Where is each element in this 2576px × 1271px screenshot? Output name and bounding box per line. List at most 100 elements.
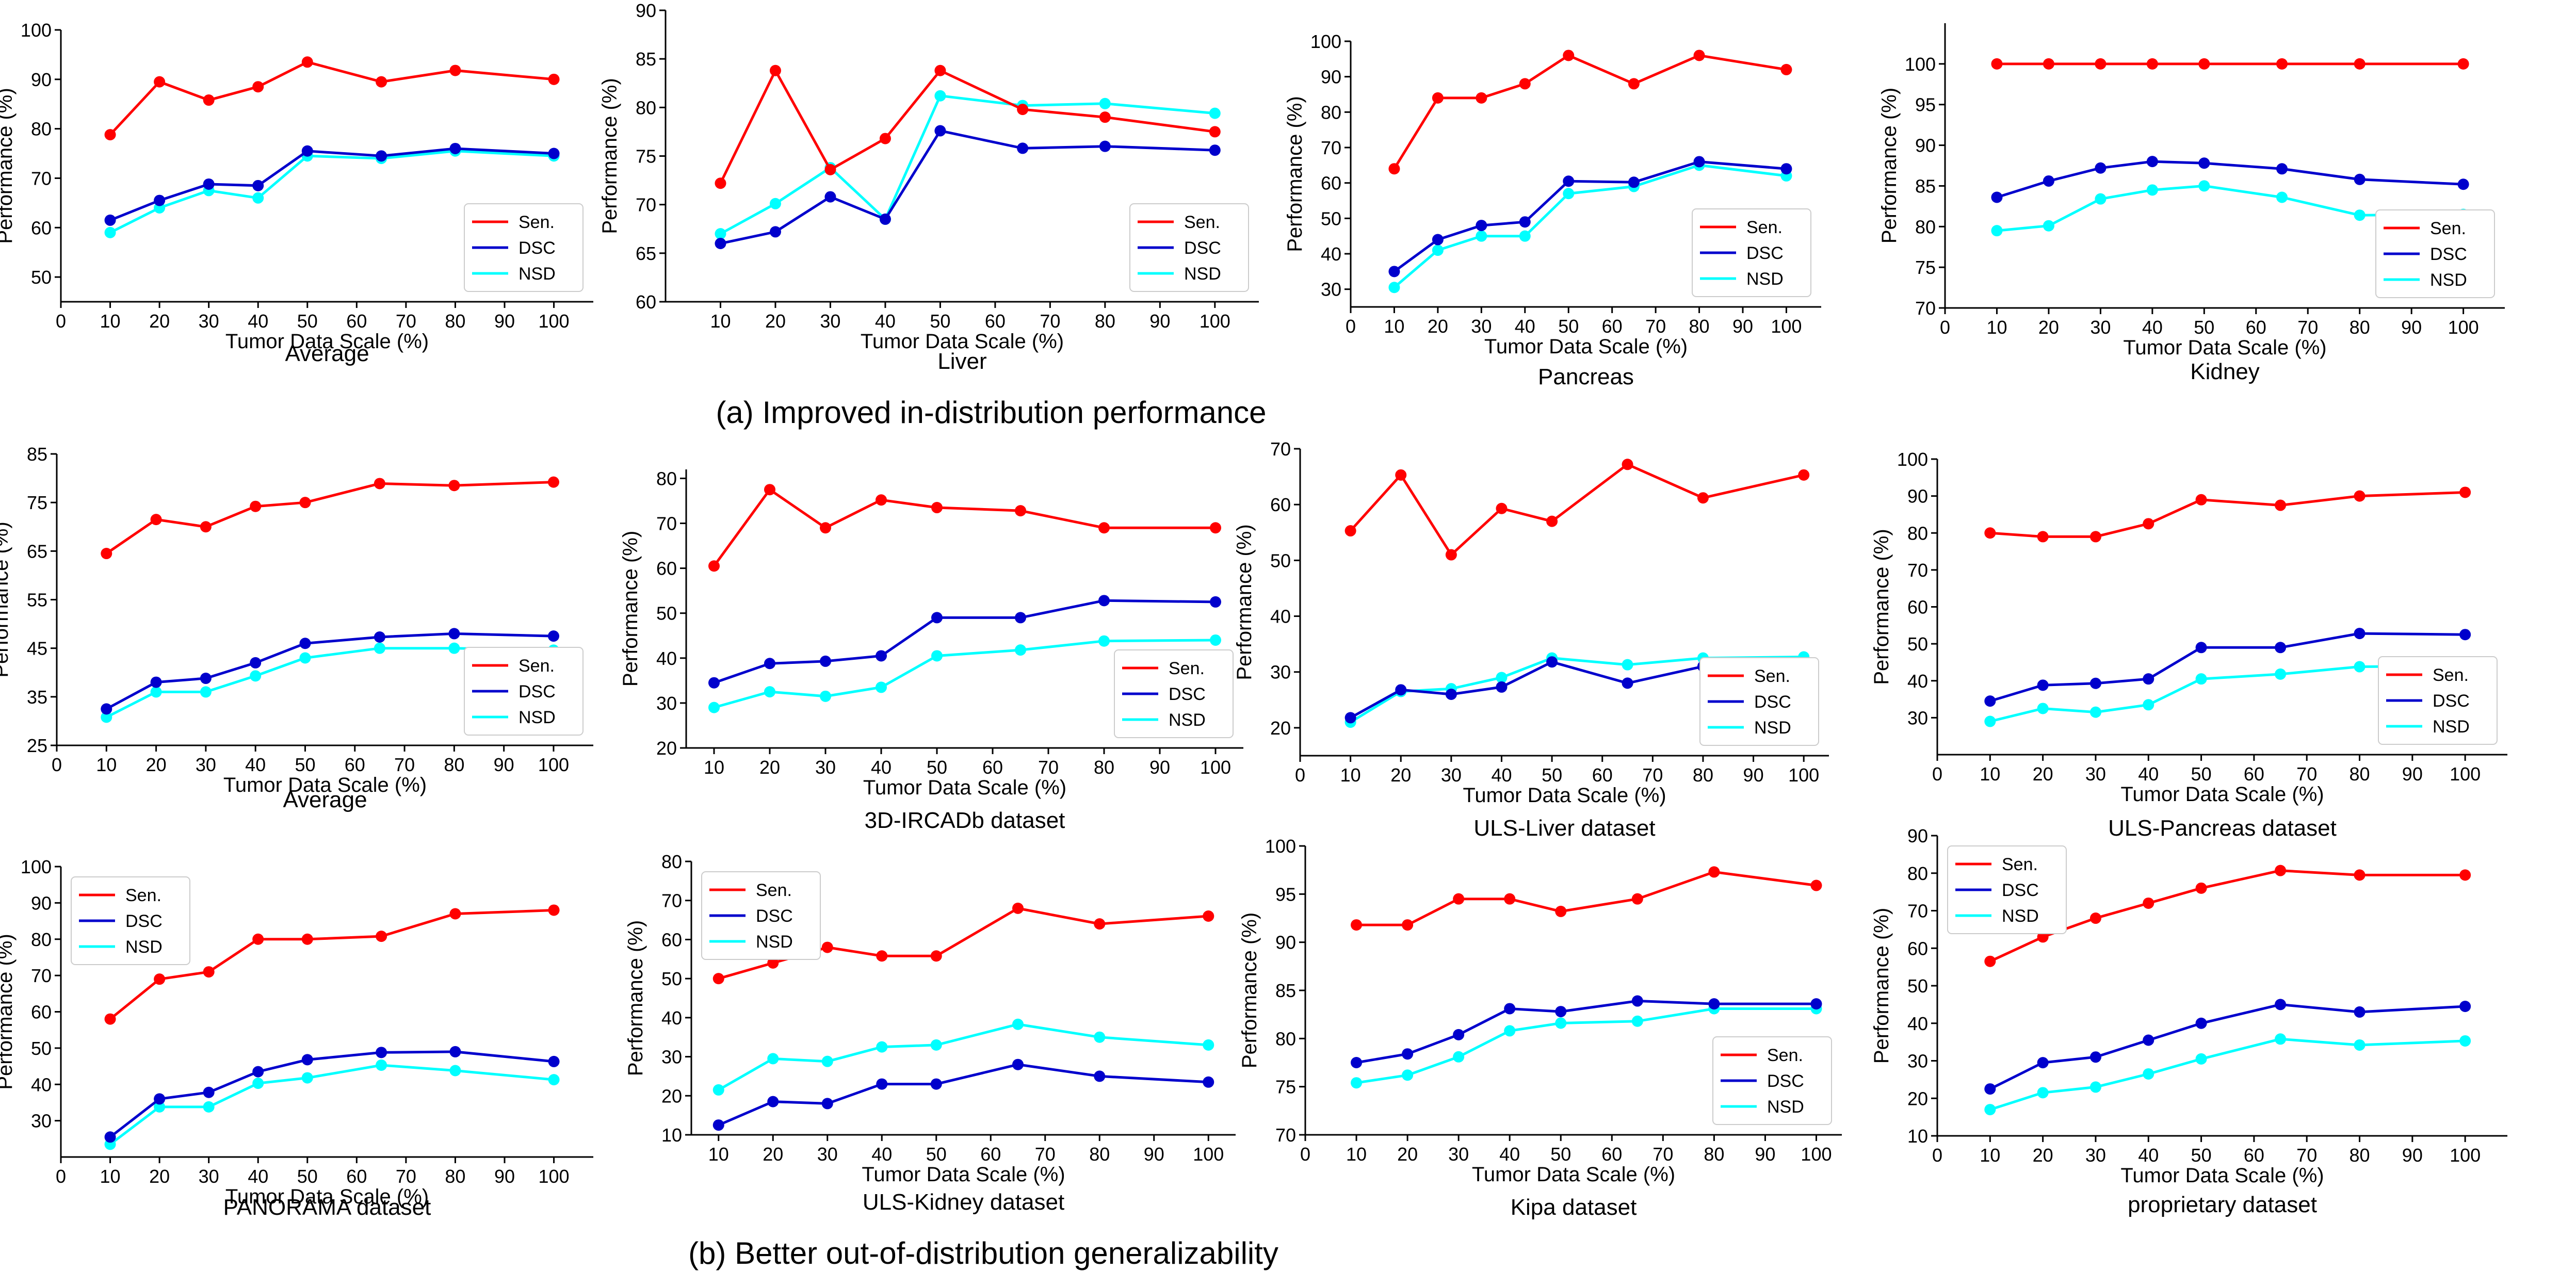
data-point-dsc [715,238,726,249]
data-point-dsc [101,703,112,715]
data-point-nsd [2275,1033,2287,1045]
y-tick-label: 100 [1897,449,1928,470]
legend-label-sen: Sen. [2002,855,2038,874]
y-tick-label: 60 [656,558,677,579]
x-tick-label: 90 [1755,1144,1775,1165]
y-tick-label: 60 [1270,494,1291,515]
y-tick-label: 90 [1321,67,1341,88]
data-point-sen [150,514,162,526]
y-tick-label: 75 [636,146,656,167]
x-tick-label: 100 [2448,317,2479,338]
data-point-dsc [376,1047,387,1058]
data-point-dsc [1780,163,1792,175]
data-point-dsc [821,1098,833,1110]
data-point-sen [1015,505,1026,517]
data-point-sen [1094,918,1106,930]
x-tick-label: 100 [1771,316,1802,337]
data-point-nsd [2195,1053,2207,1065]
x-tick-label: 70 [1652,1144,1673,1165]
data-point-nsd [1099,97,1111,109]
data-point-dsc [301,1054,313,1066]
data-point-nsd [449,1065,461,1077]
y-tick-label: 70 [656,513,677,534]
y-tick-label: 55 [27,590,47,611]
x-tick-label: 30 [199,311,219,332]
legend-frame [2378,656,2498,745]
data-point-dsc [2276,163,2288,175]
data-point-dsc [1628,176,1640,188]
data-point-sen [301,56,313,68]
series-line-nsd [714,639,1216,709]
data-point-dsc [250,657,262,669]
data-point-sen [2459,486,2471,498]
data-point-dsc [1388,266,1400,278]
data-point-sen [1210,522,1221,534]
data-point-sen [101,548,112,560]
series-line-sen [1990,491,2466,538]
legend-label-nsd: NSD [1184,264,1221,284]
x-tick-label: 40 [871,1144,892,1165]
legend: Sen. DSC NSD [1129,203,1249,292]
series-line-nsd [720,94,1216,235]
legend: Sen. DSC NSD [2378,656,2498,745]
x-tick-label: 50 [930,311,950,332]
x-tick-label: 20 [1397,1144,1418,1165]
y-tick-label: 80 [1907,523,1928,544]
data-point-sen [104,129,116,141]
x-axis-label: Tumor Data Scale (%) [863,776,1066,799]
data-point-sen [820,522,831,534]
series-line-nsd [718,1023,1209,1091]
y-tick-label: 10 [661,1125,682,1146]
data-point-nsd [931,650,943,662]
chart-9: 0 10 20 30 40 50 60 70 80 90 100 30 40 50 60 70 80 90 100 T… [0,856,593,1220]
legend-frame [464,647,584,736]
data-point-sen [252,81,264,93]
x-tick-label: 30 [1448,1144,1469,1165]
data-point-sen [1631,893,1643,905]
chart-7: 0 10 20 30 40 50 60 70 80 90 100203040506070Tumor … [1233,438,1829,841]
chart-title: Liver [937,349,986,374]
data-point-dsc [876,1078,888,1090]
x-tick-label: 80 [2349,1145,2370,1166]
data-point-dsc [154,194,166,206]
data-point-nsd [764,686,775,698]
chart-title: Kidney [2190,359,2260,384]
data-point-sen [2195,494,2207,506]
x-axis-label: Tumor Data Scale (%) [862,1163,1065,1186]
data-point-nsd [2354,1039,2366,1051]
x-tick-label: 60 [1602,316,1623,337]
y-tick-label: 40 [661,1007,682,1029]
legend-label-dsc: DSC [756,906,793,926]
data-point-dsc [104,1131,116,1143]
x-tick-label: 10 [100,1166,121,1187]
data-point-nsd [930,1039,942,1051]
y-tick-label: 30 [1321,279,1341,300]
x-tick-label: 40 [1491,764,1512,786]
data-point-sen [548,904,560,916]
data-point-sen [154,76,166,88]
x-tick-label: 80 [1693,764,1713,786]
data-point-sen [2195,882,2207,894]
data-point-dsc [1351,1057,1363,1068]
y-tick-label: 85 [27,444,47,465]
x-tick-label: 100 [1200,757,1231,778]
data-point-dsc [1209,144,1221,156]
legend-frame [1947,845,2067,934]
legend: Sen. DSC NSD [1712,1036,1832,1125]
series-line-dsc [718,1063,1209,1127]
data-point-nsd [708,702,720,713]
x-tick-label: 50 [1542,764,1562,786]
y-tick-label: 80 [31,119,52,140]
x-tick-label: 90 [494,311,515,332]
data-point-nsd [1432,245,1444,256]
legend: Sen. DSC NSD [2375,209,2495,298]
data-point-sen [1012,902,1024,914]
legend-label-dsc: DSC [1184,238,1221,258]
legend-label-dsc: DSC [125,911,163,931]
x-tick-label: 70 [2296,1145,2317,1166]
chart-title: Average [283,787,367,812]
chart-2: 10 20 30 40 50 60 70 80 90 100 60 65 70 75 80 85 90 Tumor… [598,0,1259,374]
data-point-nsd [712,1084,724,1096]
data-point-dsc [1496,681,1508,693]
y-tick-label: 90 [31,69,52,90]
